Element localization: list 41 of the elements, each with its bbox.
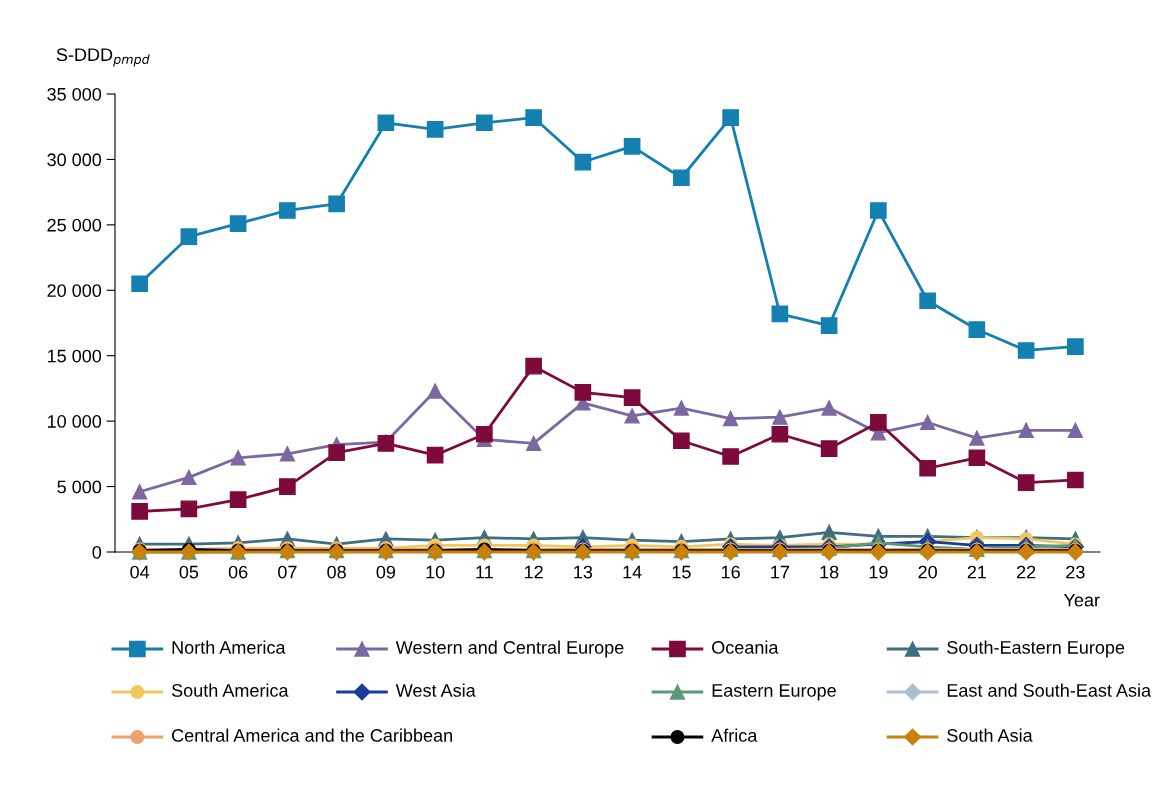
- x-tick-label: 05: [179, 565, 199, 579]
- y-tick-label: 15 000: [47, 349, 102, 363]
- x-tick-label: 16: [721, 565, 740, 579]
- x-tick-label: 23: [1066, 565, 1085, 579]
- x-tick-label: 04: [130, 565, 150, 579]
- y-tick-label: 30 000: [47, 153, 102, 167]
- x-axis-title: Year: [1063, 593, 1100, 607]
- legend-label: South Asia: [947, 728, 1033, 742]
- y-tick-label: 20 000: [47, 284, 102, 298]
- x-tick-label: 12: [524, 565, 543, 579]
- legend-label: Central America and the Caribbean: [172, 728, 452, 742]
- legend-label: Africa: [711, 728, 758, 742]
- x-tick-label: 18: [820, 565, 839, 579]
- x-tick-label: 11: [476, 565, 493, 579]
- x-tick-label: 14: [623, 565, 642, 579]
- x-tick-label: 08: [327, 565, 346, 579]
- y-axis-title: S-DDD$_{pmpd}$: [56, 48, 150, 67]
- x-tick-label: 09: [376, 565, 396, 579]
- legend-label: South America: [171, 683, 289, 697]
- legend-label: South-Eastern Europe: [947, 640, 1125, 658]
- x-tick-label: 20: [918, 565, 937, 579]
- legend-label: Oceania: [712, 640, 779, 654]
- x-tick-label: 13: [574, 565, 593, 579]
- y-tick-label: 10 000: [47, 415, 102, 428]
- x-tick-label: 17: [771, 565, 790, 579]
- y-tick-label: 5 000: [57, 480, 102, 494]
- legend-label: West Asia: [395, 683, 476, 697]
- x-tick-label: 06: [228, 565, 248, 579]
- x-tick-label: 07: [278, 565, 297, 579]
- legend-label: North America: [172, 640, 286, 654]
- x-tick-label: 10: [426, 565, 445, 579]
- legend-label: East and South-East Asia: [947, 683, 1152, 697]
- x-tick-label: 19: [869, 565, 888, 579]
- y-tick-label: 35 000: [47, 87, 102, 101]
- legend-label: Western and Central Europe: [395, 640, 624, 658]
- y-tick-label: 0: [92, 545, 102, 559]
- x-tick-label: 21: [967, 565, 987, 579]
- y-tick-label: 25 000: [47, 218, 102, 232]
- x-tick-label: 22: [1016, 565, 1036, 579]
- x-tick-label: 15: [672, 565, 691, 579]
- legend-label: Eastern Europe: [712, 684, 836, 701]
